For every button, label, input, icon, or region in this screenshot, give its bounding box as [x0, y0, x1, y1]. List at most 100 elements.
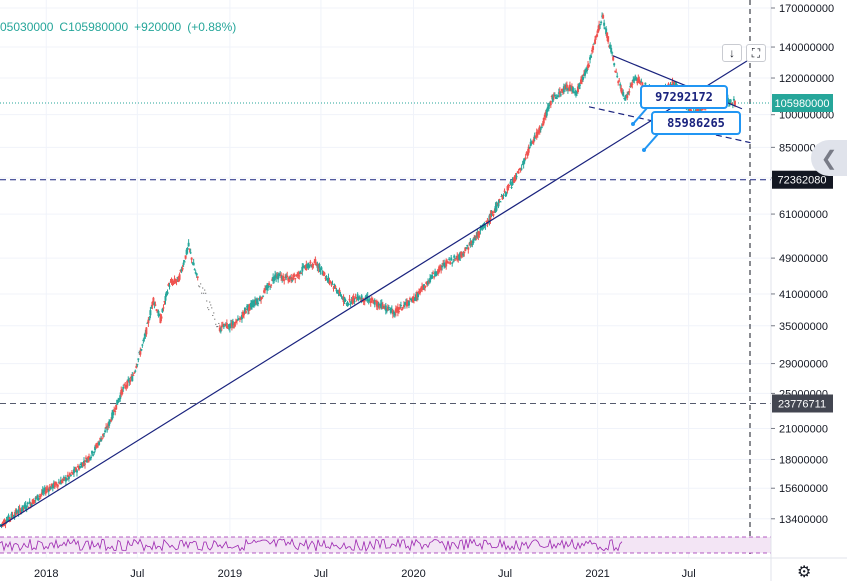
arrow-down-icon[interactable]: ↓: [722, 44, 742, 62]
candle-body: [59, 480, 62, 485]
candle-body: [351, 298, 354, 303]
callout-box: [640, 85, 728, 109]
time-axis[interactable]: 2018 Jul 2019 Jul 2020 Jul 2021 Jul: [0, 557, 847, 580]
fullscreen-icon[interactable]: ⛶: [746, 44, 766, 62]
candle-body: [568, 84, 571, 91]
candle-body: [644, 82, 647, 85]
last-price-tag: [772, 94, 833, 113]
candle-body: [146, 322, 149, 324]
candle-body: [221, 324, 224, 326]
candle-body: [565, 84, 568, 88]
candle-body: [569, 87, 572, 91]
candle-body: [138, 352, 141, 354]
candle-body: [472, 238, 475, 244]
candle-body: [728, 101, 731, 105]
candle-body: [131, 375, 134, 382]
candle-body: [260, 298, 263, 300]
price-callouts[interactable]: 97292172 85986265: [631, 85, 741, 152]
candle-body: [7, 515, 10, 522]
candle-body: [345, 303, 348, 305]
candle-body: [607, 36, 610, 42]
gap-dot: [211, 307, 213, 309]
candle-body: [576, 86, 579, 93]
candle-body: [44, 490, 47, 494]
candle-body: [126, 380, 129, 388]
candle-body: [541, 123, 544, 126]
candle-body: [502, 194, 505, 196]
candle-body: [288, 277, 291, 283]
candle-body: [341, 297, 344, 300]
candle-body: [224, 324, 227, 327]
candle-body: [112, 410, 115, 416]
candle-body: [412, 296, 415, 301]
candle-body: [382, 306, 385, 308]
candle-body: [71, 472, 74, 475]
candle-body: [185, 249, 188, 255]
candle-body: [402, 304, 405, 307]
candle-body: [361, 300, 364, 302]
candle-body: [461, 252, 464, 254]
candle-body: [305, 264, 308, 271]
candle-body: [687, 107, 690, 112]
candle-body: [90, 456, 93, 459]
candle-body: [140, 349, 143, 351]
candle-body: [608, 45, 611, 47]
candle-body: [470, 240, 473, 245]
candle-body: [365, 295, 368, 299]
candle-body: [313, 261, 316, 263]
candle-body: [91, 450, 94, 454]
gap-dot: [210, 304, 212, 306]
candle-body: [639, 80, 642, 84]
candle-body: [518, 168, 521, 171]
candle-body: [159, 316, 162, 324]
candle-body: [300, 272, 303, 274]
price-axis[interactable]: 1700000001400000001200000001000000008500…: [770, 0, 834, 581]
candle-body: [516, 171, 519, 173]
candle-body: [378, 306, 381, 308]
candle-body: [671, 81, 674, 84]
candle-body: [474, 236, 477, 241]
candle-body: [230, 322, 233, 327]
candle-body: [543, 114, 546, 118]
candle-body: [4, 523, 7, 525]
candle-body: [273, 277, 276, 282]
candle-body: [64, 477, 67, 482]
candle-body: [404, 302, 407, 304]
chevron-left-icon[interactable]: ❮: [811, 140, 847, 176]
candle-body: [428, 281, 431, 283]
candle-body: [449, 261, 452, 265]
candle-body: [597, 29, 600, 33]
candle-body: [51, 485, 54, 489]
candle-body: [178, 274, 181, 280]
candle-body: [551, 95, 554, 102]
candle-body: [391, 310, 394, 315]
close-value: 105980000: [68, 20, 129, 34]
callout-label: 85986265: [667, 116, 725, 130]
candle-body: [482, 225, 485, 227]
candle-body: [406, 301, 409, 305]
candle-body: [567, 87, 570, 89]
level-price-label: 23776711: [778, 398, 826, 410]
gear-icon[interactable]: ⚙: [797, 564, 812, 581]
candle-body: [19, 509, 22, 514]
candle-body: [99, 438, 102, 440]
candle-body: [556, 95, 559, 97]
candle-body: [624, 96, 627, 101]
candle-body: [231, 321, 234, 325]
candle-body: [494, 206, 497, 213]
y-tick-label: 15600000: [779, 483, 828, 495]
candle-body: [92, 454, 95, 456]
candle-body: [139, 351, 142, 355]
candle-body: [515, 176, 518, 178]
candle-body: [252, 302, 255, 307]
candle-body: [257, 302, 260, 304]
candle-body: [104, 430, 107, 433]
candle-body: [302, 266, 305, 268]
candle-body: [31, 499, 34, 505]
candle-body: [400, 309, 403, 311]
trendlines[interactable]: [0, 53, 758, 527]
candle-body: [481, 225, 484, 229]
candle-body: [598, 24, 601, 30]
candle-body: [595, 35, 598, 38]
